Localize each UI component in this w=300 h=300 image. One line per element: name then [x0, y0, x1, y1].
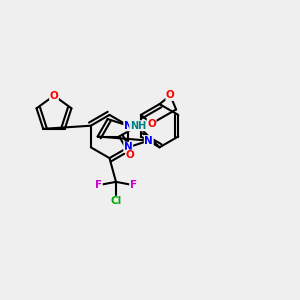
Text: NH: NH	[130, 121, 146, 131]
Text: O: O	[166, 91, 175, 100]
Text: N: N	[144, 136, 153, 146]
Text: F: F	[130, 180, 137, 190]
Text: O: O	[147, 118, 156, 128]
Text: N: N	[124, 142, 133, 152]
Text: Cl: Cl	[110, 196, 122, 206]
Text: F: F	[95, 180, 102, 190]
Text: O: O	[126, 150, 134, 160]
Text: O: O	[50, 91, 58, 100]
Text: N: N	[124, 121, 133, 131]
